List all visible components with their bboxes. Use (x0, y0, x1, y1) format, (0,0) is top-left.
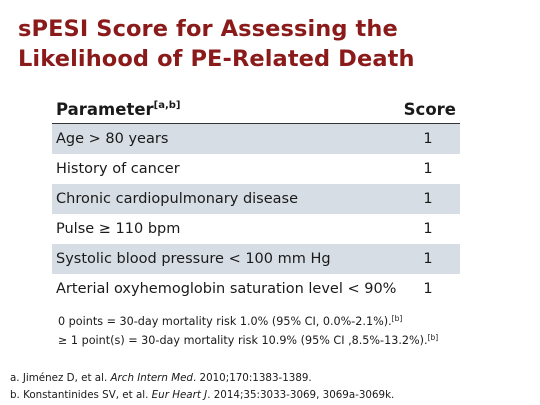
reference-authors: a. Jiménez D, et al. (10, 372, 111, 384)
reference-citation: . 2014;35:3033-3069, 3069a-3069k. (207, 389, 395, 401)
references: a. Jiménez D, et al. Arch Intern Med. 20… (10, 370, 530, 404)
parameter-header-footnote: [a,b] (153, 100, 181, 111)
slide-title: sPESI Score for Assessing the Likelihood… (18, 14, 528, 74)
table-row: Chronic cardiopulmonary disease 1 (52, 184, 460, 214)
note-text: ≥ 1 point(s) = 30-day mortality risk 10.… (58, 334, 428, 347)
parameter-cell: Age > 80 years (56, 131, 169, 147)
table-row: Pulse ≥ 110 bpm 1 (52, 214, 460, 244)
parameter-header-label: Parameter (56, 100, 154, 119)
score-cell: 1 (423, 161, 433, 177)
parameter-cell: Systolic blood pressure < 100 mm Hg (56, 251, 331, 267)
reference-authors: b. Konstantinides SV, et al. (10, 389, 152, 401)
table-row: Age > 80 years 1 (52, 124, 460, 154)
reference-journal: Arch Intern Med (110, 372, 193, 384)
score-column-header: Score (403, 100, 456, 119)
parameter-column-header: Parameter[a,b] (56, 100, 181, 119)
parameter-cell: Chronic cardiopulmonary disease (56, 191, 299, 207)
score-cell: 1 (423, 131, 433, 147)
reference-line: b. Konstantinides SV, et al. Eur Heart J… (10, 387, 530, 404)
spesi-table: Parameter[a,b] Score Age > 80 years 1 Hi… (52, 92, 460, 304)
score-cell: 1 (423, 221, 433, 237)
note-line: 0 points = 30-day mortality risk 1.0% (9… (58, 312, 528, 331)
score-cell: 1 (423, 251, 433, 267)
table-header: Parameter[a,b] Score (52, 92, 460, 124)
table-row: History of cancer 1 (52, 154, 460, 184)
parameter-cell: Arterial oxyhemoglobin saturation level … (56, 281, 397, 297)
slide-title-line-2: Likelihood of PE-Related Death (18, 46, 415, 72)
note-line: ≥ 1 point(s) = 30-day mortality risk 10.… (58, 331, 528, 350)
note-footnote: [b] (427, 333, 439, 342)
reference-line: a. Jiménez D, et al. Arch Intern Med. 20… (10, 370, 530, 387)
score-cell: 1 (423, 281, 433, 297)
score-cell: 1 (423, 191, 433, 207)
note-footnote: [b] (391, 314, 403, 323)
parameter-cell: Pulse ≥ 110 bpm (56, 221, 181, 237)
table-row: Arterial oxyhemoglobin saturation level … (52, 274, 460, 304)
slide-title-line-1: sPESI Score for Assessing the (18, 16, 398, 42)
table-row: Systolic blood pressure < 100 mm Hg 1 (52, 244, 460, 274)
parameter-cell: History of cancer (56, 161, 180, 177)
reference-journal: Eur Heart J (151, 389, 208, 401)
mortality-notes: 0 points = 30-day mortality risk 1.0% (9… (58, 312, 528, 350)
note-text: 0 points = 30-day mortality risk 1.0% (9… (58, 315, 392, 328)
reference-citation: . 2010;170:1383-1389. (192, 372, 312, 384)
